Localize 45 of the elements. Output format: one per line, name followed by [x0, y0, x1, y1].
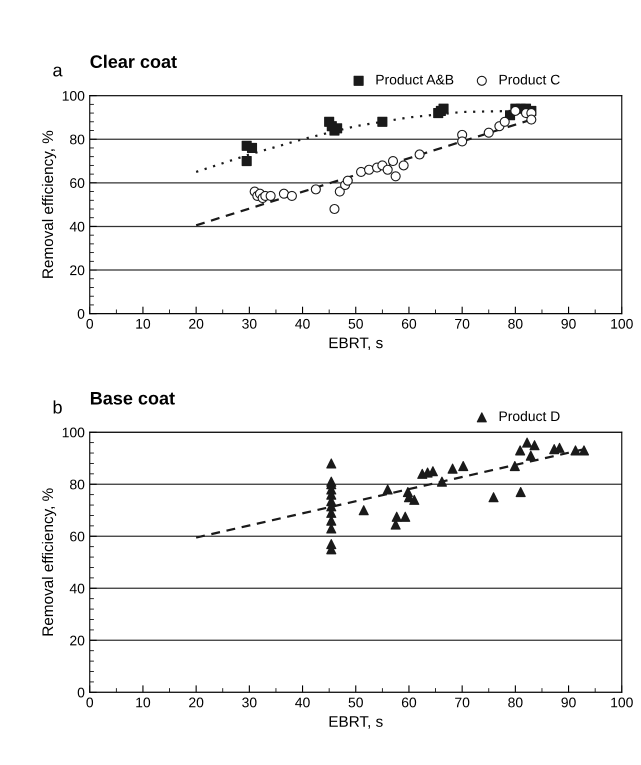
y-tick-label: 40 [70, 222, 84, 232]
legend-label: Product A&B [376, 74, 454, 85]
y-tick-label: 60 [70, 532, 84, 542]
x-tick-label: 100 [611, 698, 633, 708]
x-tick-label: 30 [242, 318, 257, 329]
legend-label: Product C [500, 74, 560, 85]
x-tick-label: 90 [561, 698, 576, 708]
y-tick-label: 100 [62, 90, 84, 101]
x-tick-label: 50 [348, 318, 363, 329]
x-tick-label: 40 [295, 318, 310, 329]
x-tick-label: 60 [402, 318, 416, 329]
y-tick-label: 0 [78, 688, 84, 698]
x-tick-label: 0 [86, 318, 94, 329]
x-axis-title: EBRT, s [330, 338, 383, 350]
text: a [53, 66, 63, 76]
y-tick-label: 80 [70, 134, 84, 144]
y-axis-title: Removal efficiency, % [42, 488, 56, 636]
x-tick-label: 80 [508, 698, 523, 708]
x-axis-title: EBRT, s [330, 716, 383, 729]
y-tick-label: 60 [70, 178, 84, 188]
x-tick-label: 100 [611, 318, 633, 329]
x-tick-label: 80 [508, 318, 523, 329]
x-tick-label: 60 [402, 698, 416, 708]
x-tick-label: 20 [189, 318, 204, 329]
chart-title: Clear coat [90, 54, 177, 68]
x-tick-label: 70 [455, 698, 470, 708]
y-axis-title: Removal efficiency, % [42, 130, 56, 278]
x-tick-label: 10 [136, 698, 150, 708]
x-tick-label: 70 [455, 318, 470, 329]
y-tick-label: 100 [62, 428, 84, 438]
y-tick-label: 0 [78, 308, 84, 319]
x-tick-label: 10 [136, 318, 150, 329]
chart-title: Base coat [90, 392, 175, 405]
y-tick-label: 40 [70, 584, 84, 594]
y-tick-label: 80 [70, 480, 84, 490]
y-tick-label: 20 [70, 265, 84, 276]
x-tick-label: 20 [189, 698, 204, 708]
legend-label: Product D [500, 410, 560, 422]
y-tick-label: 20 [70, 636, 84, 646]
x-tick-label: 40 [295, 698, 310, 708]
x-tick-label: 50 [348, 698, 363, 708]
x-tick-label: 90 [561, 318, 576, 329]
x-tick-label: 0 [86, 698, 94, 708]
text: b [54, 400, 62, 414]
x-tick-label: 30 [242, 698, 257, 708]
